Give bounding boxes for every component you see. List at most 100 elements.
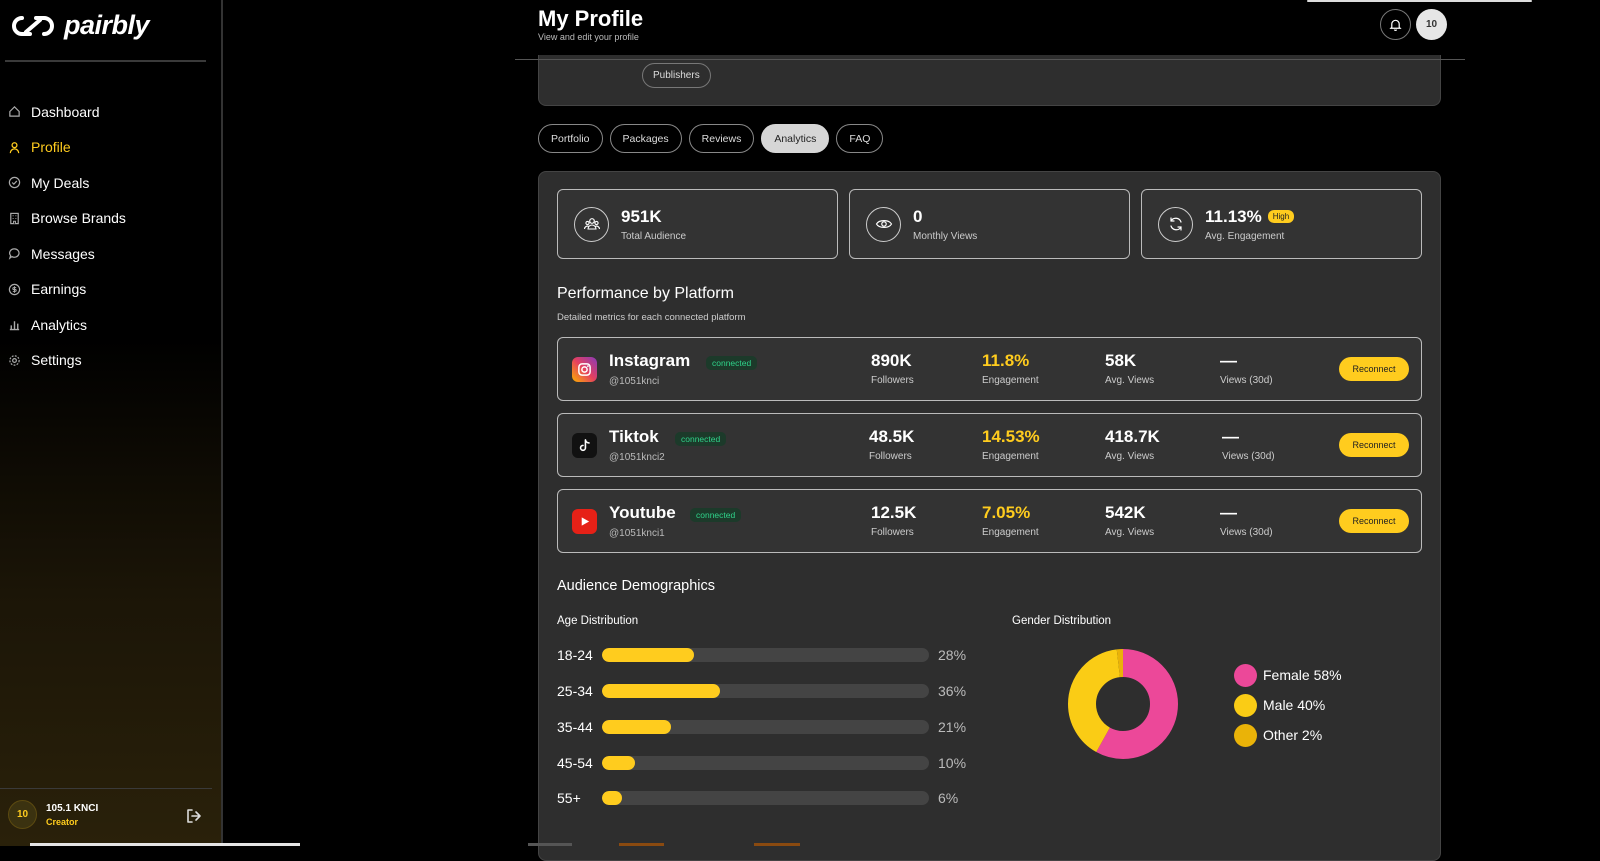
age-range-label: 25-34	[557, 683, 593, 699]
brand-logo[interactable]: pairbly	[8, 10, 150, 41]
gender-donut-chart	[1068, 649, 1178, 759]
sidebar-item-label: Earnings	[31, 281, 87, 298]
eye-icon	[866, 206, 901, 242]
sidebar-item-earnings[interactable]: Earnings	[8, 272, 126, 308]
taskbar-item	[619, 843, 664, 846]
sidebar-item-analytics[interactable]: Analytics	[8, 307, 126, 343]
age-percent: 28%	[938, 647, 967, 663]
sidebar-item-label: Messages	[31, 245, 95, 262]
age-percent: 10%	[938, 755, 967, 771]
check-circle-icon	[8, 176, 21, 189]
metric-label: Engagement	[982, 451, 1039, 462]
stat-value-text: 11.13%	[1205, 206, 1262, 226]
taskbar-item	[528, 843, 572, 846]
metric-label: Followers	[871, 527, 914, 538]
status-badge: connected	[690, 508, 742, 522]
metric-followers: 12.5K Followers	[871, 503, 916, 538]
page-subtitle: View and edit your profile	[538, 32, 639, 42]
metric-label: Engagement	[982, 375, 1039, 386]
sidebar-item-label: Settings	[31, 352, 82, 369]
legend-item-female: Female 58%	[1234, 660, 1342, 690]
logout-icon[interactable]	[185, 807, 203, 825]
tab-portfolio[interactable]: Portfolio	[538, 124, 603, 153]
legend-swatch	[1234, 663, 1257, 687]
sidebar-item-my-deals[interactable]: My Deals	[8, 165, 126, 201]
age-distribution-title: Age Distribution	[557, 615, 639, 627]
age-bar-track	[602, 648, 929, 662]
user-icon	[8, 141, 21, 154]
metric-label: Avg. Views	[1105, 451, 1155, 462]
metric-views-30d: — Views (30d)	[1220, 503, 1273, 538]
dollar-icon	[8, 283, 21, 296]
age-percent: 6%	[938, 790, 959, 806]
sidebar-item-dashboard[interactable]: Dashboard	[8, 94, 126, 130]
header-divider	[515, 59, 1465, 60]
sidebar-item-label: Dashboard	[31, 103, 100, 120]
legend-item-other: Other 2%	[1234, 720, 1342, 750]
metric-label: Avg. Views	[1105, 527, 1155, 538]
metric-label: Engagement	[982, 527, 1039, 538]
refresh-icon	[1158, 206, 1193, 242]
tiktok-icon	[572, 433, 597, 458]
platform-name: Instagram	[609, 351, 691, 370]
tab-packages[interactable]: Packages	[609, 124, 682, 153]
age-range-label: 45-54	[557, 755, 593, 771]
tab-reviews[interactable]: Reviews	[688, 124, 755, 153]
metric-value: 12.5K	[871, 503, 917, 522]
divider	[5, 60, 206, 62]
sidebar-item-label: My Deals	[31, 174, 90, 191]
user-role: Creator	[46, 816, 79, 827]
legend-label: Other 2%	[1263, 727, 1323, 743]
metric-value: 14.53%	[982, 427, 1040, 446]
age-percent: 36%	[938, 683, 967, 699]
bell-icon	[1389, 19, 1402, 31]
metric-engagement: 14.53% Engagement	[982, 427, 1040, 462]
metric-label: Views (30d)	[1220, 375, 1273, 386]
sidebar-item-messages[interactable]: Messages	[8, 236, 126, 272]
legend-label: Male 40%	[1263, 697, 1326, 713]
chat-icon	[8, 247, 21, 260]
platform-name: Tiktok	[609, 427, 659, 446]
avatar[interactable]: 10	[1416, 9, 1447, 40]
reconnect-button[interactable]: Reconnect	[1339, 433, 1409, 457]
metric-label: Followers	[869, 451, 912, 462]
user-name: 105.1 KNCI	[46, 802, 99, 814]
platform-row-instagram: Instagram connected @1051knci 890K Follo…	[557, 337, 1422, 401]
user-profile-summary[interactable]: 10 105.1 KNCI Creator	[8, 800, 98, 829]
instagram-icon	[572, 357, 597, 382]
platform-handle: @1051knci1	[609, 528, 665, 539]
reconnect-button[interactable]: Reconnect	[1339, 357, 1409, 381]
scrollbar[interactable]	[30, 843, 300, 846]
sidebar-item-browse-brands[interactable]: Browse Brands	[8, 201, 126, 237]
avatar: 10	[8, 800, 37, 829]
section-title: Performance by Platform	[557, 285, 734, 302]
reconnect-button[interactable]: Reconnect	[1339, 509, 1409, 533]
tab-faq[interactable]: FAQ	[836, 124, 884, 153]
stat-value: 0	[913, 206, 923, 226]
category-pill[interactable]: Publishers	[642, 63, 711, 88]
sidebar-item-settings[interactable]: Settings	[8, 343, 126, 379]
tab-analytics[interactable]: Analytics	[761, 124, 830, 153]
stat-label: Avg. Engagement	[1205, 230, 1285, 242]
metric-value: 542K	[1105, 503, 1146, 522]
sidebar-nav: Dashboard Profile My Deals Browse Brands…	[8, 94, 126, 378]
metric-label: Views (30d)	[1222, 451, 1275, 462]
status-badge: connected	[675, 432, 727, 446]
age-range-label: 18-24	[557, 647, 593, 663]
notifications-button[interactable]	[1380, 9, 1411, 40]
youtube-icon	[572, 509, 597, 534]
metric-value: 418.7K	[1105, 427, 1160, 446]
metric-value: 890K	[871, 351, 912, 370]
metric-engagement: 7.05% Engagement	[982, 503, 1039, 538]
platform-row-tiktok: Tiktok connected @1051knci2 48.5K Follow…	[557, 413, 1422, 477]
sidebar-item-label: Profile	[31, 139, 71, 156]
sidebar-item-profile[interactable]: Profile	[8, 130, 126, 166]
stat-monthly-views: 0 Monthly Views	[849, 189, 1130, 259]
metric-value: 11.8%	[982, 351, 1030, 370]
stat-value: 11.13% High	[1205, 206, 1295, 227]
age-percent: 21%	[938, 719, 967, 735]
sidebar-item-label: Analytics	[31, 316, 88, 333]
stat-total-audience: 951K Total Audience	[557, 189, 838, 259]
metric-label: Followers	[871, 375, 914, 386]
page-title: My Profile	[538, 6, 644, 31]
